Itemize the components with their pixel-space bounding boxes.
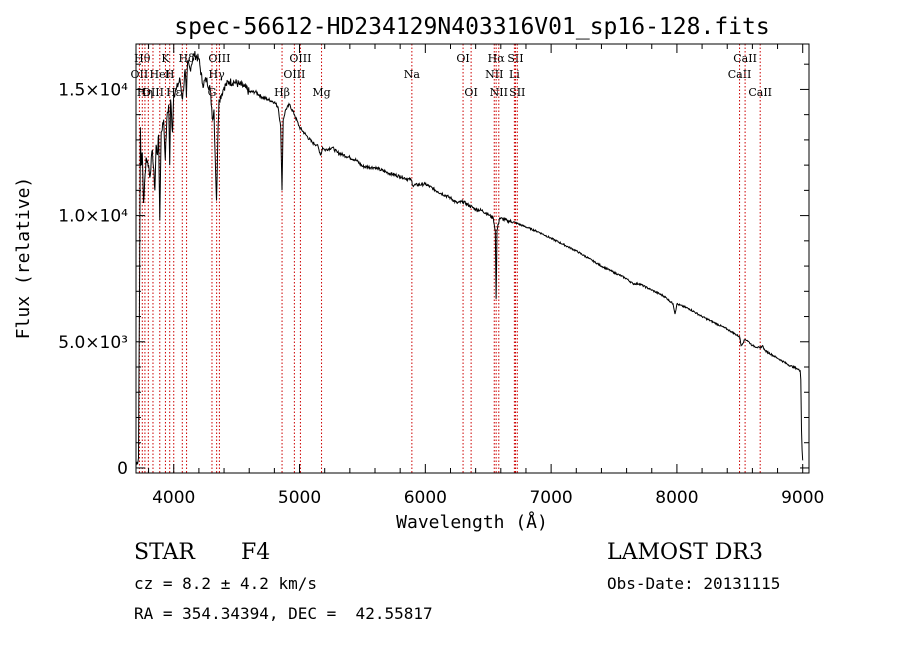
- survey-name: LAMOST DR3: [607, 540, 763, 565]
- line-marker-label: Hα: [488, 52, 506, 65]
- x-tick-label: 8000: [655, 488, 698, 508]
- line-marker-label: G: [208, 86, 217, 99]
- subclass: F4: [241, 540, 271, 565]
- y-axis: 0 5.0×10³ 1.0×10⁴ 1.5×10⁴: [58, 63, 809, 479]
- line-marker-label: H: [165, 68, 175, 81]
- object-class: STAR: [134, 540, 195, 565]
- line-marker-label: OIII: [142, 86, 164, 99]
- spectrum-line: [135, 51, 804, 466]
- line-marker-label: OII: [131, 68, 149, 81]
- x-tick-label: 6000: [404, 488, 447, 508]
- line-marker-label: CaII: [733, 52, 757, 65]
- line-marker-label: NII: [490, 86, 508, 99]
- line-marker-label: NII: [485, 68, 503, 81]
- line-marker-label: HeI: [150, 68, 170, 81]
- line-marker-label: Hβ: [274, 86, 290, 99]
- y-tick-label: 5.0×10³: [58, 333, 128, 353]
- x-tick-label: 5000: [278, 488, 321, 508]
- redshift-velocity: cz = 8.2 ± 4.2 km/s: [134, 574, 318, 593]
- line-marker-label: Hδ: [178, 52, 195, 65]
- x-tick-label: 4000: [152, 488, 195, 508]
- line-marker-label: Li: [509, 68, 520, 81]
- line-marker-label: Hγ: [209, 68, 226, 81]
- observation-date: Obs-Date: 20131115: [607, 574, 781, 593]
- line-marker-label: Hθ: [134, 52, 151, 65]
- line-marker-label: SII: [509, 86, 525, 99]
- line-marker-label: CaII: [748, 86, 772, 99]
- x-tick-label: 9000: [781, 488, 824, 508]
- x-axis-label: Wavelength (Å): [396, 511, 548, 533]
- line-marker-label: OI: [456, 52, 469, 65]
- spectrum-layer: [135, 51, 804, 466]
- x-tick-label: 7000: [529, 488, 572, 508]
- line-marker-label: Mg: [312, 86, 330, 99]
- line-marker-label: OI: [464, 86, 477, 99]
- line-marker-label: OIII: [208, 52, 230, 65]
- line-marks-layer: OIIHθHηOIIIHeIKHHεHδGHγOIIIHβOIIIOIIIMgN…: [131, 44, 772, 473]
- chart-title: spec-56612-HD234129N403316V01_sp16-128.f…: [174, 14, 769, 40]
- y-tick-label: 1.0×10⁴: [58, 207, 128, 227]
- coordinates: RA = 354.34394, DEC = 42.55817: [134, 604, 433, 623]
- line-marker-label: SII: [507, 52, 523, 65]
- y-tick-label: 1.5×10⁴: [58, 80, 128, 100]
- line-marker-label: OIII: [289, 52, 311, 65]
- line-marker-label: Hε: [166, 86, 182, 99]
- plot-frame: [135, 43, 810, 474]
- spectrum-chart: spec-56612-HD234129N403316V01_sp16-128.f…: [13, 14, 824, 533]
- line-marker-label: Na: [404, 68, 421, 81]
- line-marker-label: OIII: [283, 68, 305, 81]
- x-axis: 4000 5000 6000 7000 8000 9000: [148, 44, 824, 508]
- line-marker-label: K: [161, 52, 170, 65]
- line-marker-label: CaII: [728, 68, 752, 81]
- y-axis-label: Flux (relative): [13, 177, 34, 340]
- y-tick-label: 0: [117, 459, 128, 479]
